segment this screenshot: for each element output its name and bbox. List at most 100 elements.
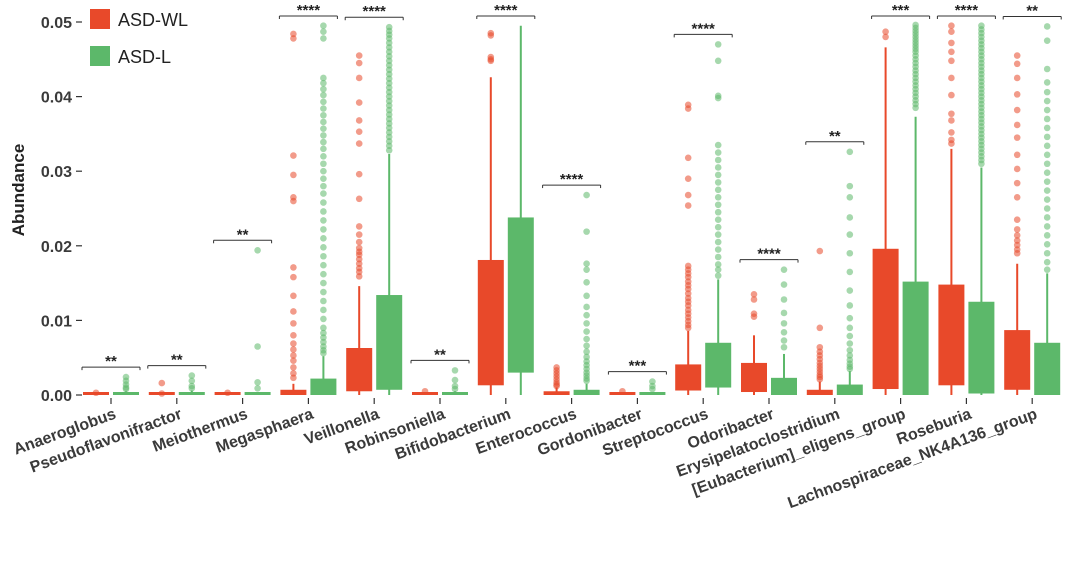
outlier-point-asd-wl [290, 340, 297, 347]
outlier-point-asd-l [1043, 160, 1051, 168]
outlier-point-asd-l [320, 297, 327, 305]
box-meiothermus-asd-wl [214, 392, 241, 395]
box-anaeroglobus-asd-l [113, 392, 139, 395]
outlier-point-asd-l [649, 385, 656, 393]
outlier-point-asd-l [714, 253, 722, 261]
outlier-point-asd-wl [948, 57, 955, 65]
outlier-point-asd-l [714, 164, 722, 171]
outlier-point-asd-l [714, 156, 722, 164]
outlier-point-asd-l [714, 231, 722, 238]
outlier-point-asd-l [780, 266, 788, 273]
significance-label: **** [560, 171, 584, 188]
outlier-point-asd-l [320, 315, 327, 323]
outlier-point-asd-wl [553, 382, 560, 390]
outlier-point-asd-wl [355, 140, 363, 147]
outlier-point-asd-l [1043, 133, 1051, 141]
outlier-point-asd-l [1043, 142, 1051, 150]
box-pseudoflavonifractor-asd-wl [148, 392, 175, 395]
outlier-point-asd-l [1043, 37, 1051, 44]
outlier-point-asd-l [320, 85, 327, 93]
outlier-point-asd-l [714, 171, 722, 179]
outlier-point-asd-wl [1013, 74, 1021, 82]
outlier-point-asd-l [780, 343, 788, 351]
outlier-point-asd-wl [1013, 232, 1021, 239]
outlier-point-asd-l [1043, 97, 1051, 105]
outlier-point-asd-wl [1013, 179, 1021, 187]
y-tick-label: 0.05 [41, 15, 72, 32]
outlier-point-asd-l [320, 252, 327, 260]
outlier-point-asd-wl [290, 364, 297, 371]
box-lachnospiraceae-nk4a136-group-asd-wl [1004, 330, 1031, 390]
outlier-point-asd-l [583, 191, 590, 199]
outlier-point-asd-l [714, 186, 722, 194]
box-eubacterium-eligens-group-asd-l [902, 281, 929, 395]
y-axis: 0.00 0.01 0.02 0.03 0.04 0.05 [41, 15, 82, 405]
box-odoribacter-asd-l [771, 377, 797, 395]
outlier-point-asd-l [320, 226, 327, 233]
outlier-point-asd-l [320, 235, 327, 242]
outlier-point-asd-wl [948, 22, 955, 30]
outlier-point-asd-l [583, 279, 590, 286]
outlier-point-asd-l [320, 167, 327, 175]
outlier-point-asd-l [320, 270, 327, 278]
box-enterococcus-asd-l [573, 389, 600, 395]
outlier-point-asd-wl [290, 152, 297, 159]
significance-label: **** [363, 3, 387, 20]
outlier-point-asd-l [1043, 223, 1051, 230]
outlier-point-asd-l [583, 303, 590, 311]
outlier-point-asd-l [714, 179, 722, 186]
outlier-point-asd-wl [1013, 165, 1021, 173]
outlier-point-asd-wl [487, 32, 495, 39]
outlier-point-asd-wl [1013, 134, 1021, 141]
outlier-point-asd-l [846, 332, 854, 340]
outlier-point-asd-wl [355, 74, 363, 82]
y-tick-label: 0.01 [41, 313, 72, 330]
box-meiothermus-asd-l [244, 392, 271, 395]
outlier-point-asd-l [846, 365, 854, 373]
significance-label: ** [171, 352, 183, 369]
outlier-point-asd-l [583, 292, 590, 300]
outlier-point-asd-wl [290, 273, 297, 281]
outlier-point-asd-wl [290, 320, 297, 327]
outlier-point-asd-l [320, 324, 327, 332]
outlier-point-asd-l [846, 249, 854, 257]
outlier-point-asd-l [320, 243, 327, 251]
outlier-point-asd-l [451, 367, 459, 374]
outlier-point-asd-wl [1013, 60, 1021, 68]
outlier-point-asd-l [254, 246, 261, 254]
outlier-point-asd-l [583, 266, 590, 273]
box-robinsoniella-asd-l [442, 392, 468, 395]
box-megasphaera-asd-l [310, 378, 337, 395]
outlier-point-asd-l [780, 309, 788, 317]
outlier-point-asd-l [320, 132, 327, 139]
outlier-point-asd-wl [750, 296, 758, 303]
outlier-point-asd-l [320, 28, 327, 35]
outlier-point-asd-l [1043, 151, 1051, 159]
outlier-point-asd-l [320, 74, 327, 82]
outlier-point-asd-wl [948, 48, 955, 56]
outlier-point-asd-l [583, 228, 590, 235]
outlier-point-asd-wl [355, 170, 363, 178]
outlier-point-asd-wl [882, 28, 889, 35]
outlier-point-asd-l [846, 324, 854, 332]
outlier-point-asd-l [714, 216, 722, 223]
outlier-point-asd-l [320, 91, 327, 99]
outlier-point-asd-wl [948, 110, 955, 118]
significance-label: *** [629, 358, 647, 375]
significance-label: **** [494, 2, 518, 19]
outlier-point-asd-l [1043, 88, 1051, 96]
outlier-point-asd-l [320, 125, 327, 132]
outlier-point-asd-l [714, 141, 722, 149]
outlier-point-asd-wl [750, 290, 758, 298]
outlier-point-asd-l [846, 314, 854, 322]
outlier-point-asd-l [320, 217, 327, 224]
box-pseudoflavonifractor-asd-l [178, 392, 205, 395]
outlier-point-asd-l [846, 287, 854, 294]
outlier-point-asd-wl [487, 57, 495, 65]
box-erysipelatoclostridium-asd-wl [806, 389, 833, 395]
outlier-point-asd-l [1043, 23, 1051, 30]
outlier-point-asd-l [188, 372, 196, 379]
significance-label: ** [434, 346, 446, 363]
box-bifidobacterium-asd-wl [477, 259, 504, 386]
outlier-point-asd-l [320, 79, 327, 87]
